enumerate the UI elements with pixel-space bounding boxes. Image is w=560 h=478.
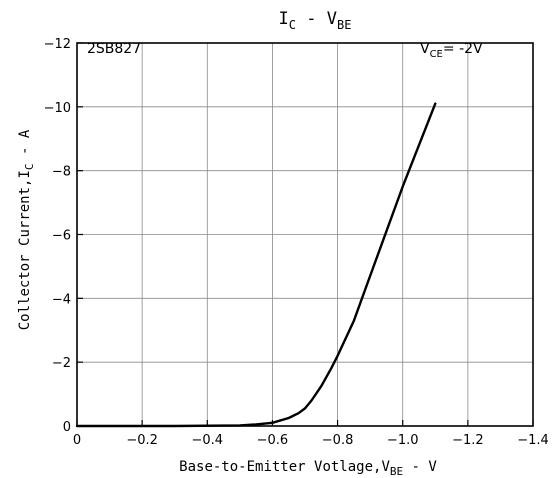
chart-title: IC - VBE xyxy=(279,9,352,32)
y-tick-label: 0 xyxy=(63,420,71,435)
y-tick-label: −10 xyxy=(44,101,71,116)
y-tick-label: −4 xyxy=(52,292,71,307)
x-tick-label: −0.8 xyxy=(322,433,354,448)
y-tick-label: −6 xyxy=(52,229,71,244)
x-tick-label: −1.2 xyxy=(452,433,484,448)
condition-label: VCE= -2V xyxy=(420,41,483,60)
ic-vbe-curve xyxy=(75,102,437,428)
x-tick-label: −0.4 xyxy=(191,433,223,448)
x-tick-label: −1.0 xyxy=(387,433,419,448)
part-number-label: 2SB827 xyxy=(87,41,141,57)
x-tick-label: 0 xyxy=(73,433,81,448)
x-tick-label: −0.2 xyxy=(126,433,158,448)
x-tick-label: −0.6 xyxy=(257,433,289,448)
x-axis-ticks: 0 −0.2 −0.4 −0.6 −0.8 −1.0 −1.2 −1.4 xyxy=(73,420,549,448)
grid xyxy=(77,43,533,426)
y-axis-label: Collector Current,IC - A xyxy=(17,129,36,330)
y-tick-label: −12 xyxy=(44,37,71,52)
x-axis-label: Base-to-Emitter Votlage,VBE - V xyxy=(179,459,437,478)
y-tick-label: −8 xyxy=(52,165,71,180)
y-axis-ticks: 0 −2 −4 −6 −8 −10 −12 xyxy=(44,37,83,435)
y-tick-label: −2 xyxy=(52,356,71,371)
x-tick-label: −1.4 xyxy=(517,433,549,448)
